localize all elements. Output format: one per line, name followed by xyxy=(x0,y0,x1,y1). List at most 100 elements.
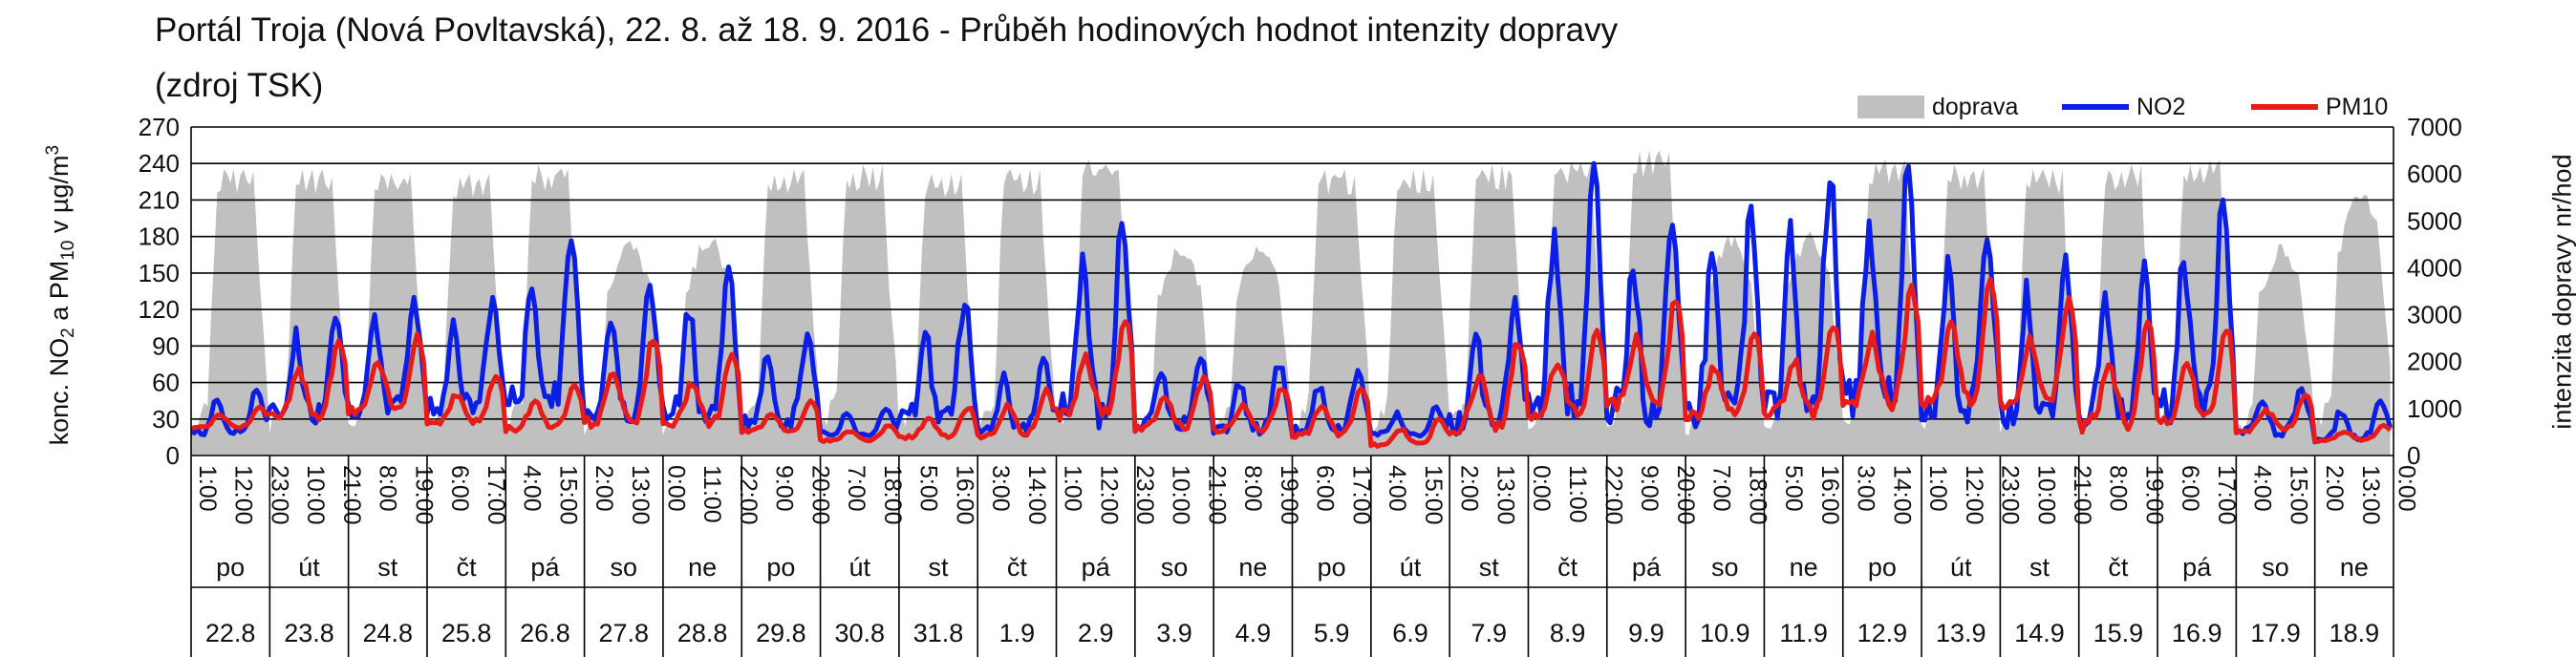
x-tick-label-time: 6:00 xyxy=(1312,465,1339,512)
x-tick-label-time: 7:00 xyxy=(843,465,869,512)
legend-item-traffic: doprava xyxy=(1857,92,2018,122)
date-label: 24.8 xyxy=(363,619,414,647)
y-tick-label-left: 30 xyxy=(152,405,180,434)
y-tick-label-left: 90 xyxy=(152,331,180,360)
x-tick-label-time: 10:00 xyxy=(1168,465,1194,525)
date-label: 5.9 xyxy=(1314,619,1350,647)
legend-item-no2: NO2 xyxy=(2062,92,2185,122)
weekday-label: so xyxy=(2262,553,2289,582)
x-tick-label-time: 8:00 xyxy=(2105,465,2132,512)
legend-swatch-no2 xyxy=(2062,104,2129,110)
date-label: 17.9 xyxy=(2250,619,2301,647)
weekday-label: ne xyxy=(1238,553,1267,582)
x-tick-label-time: 0:00 xyxy=(663,465,690,512)
x-tick-label-time: 8:00 xyxy=(375,465,401,512)
x-tick-label-time: 15:00 xyxy=(2285,465,2311,525)
weekday-label: pá xyxy=(530,553,560,582)
weekday-label: so xyxy=(611,553,638,582)
date-label: 12.9 xyxy=(1857,619,1908,647)
weekday-label: út xyxy=(1400,553,1422,582)
y-tick-label-left: 60 xyxy=(152,369,180,397)
weekday-label: so xyxy=(1711,553,1739,582)
y-tick-label-right: 0 xyxy=(2407,441,2420,470)
chart-subtitle: (zdroj TSK) xyxy=(155,67,324,104)
date-label: 13.9 xyxy=(1936,619,1986,647)
x-tick-label-time: 0:00 xyxy=(2394,465,2420,512)
legend-label-traffic: doprava xyxy=(1932,93,2019,120)
date-label: 23.8 xyxy=(284,619,334,647)
x-tick-label-time: 13:00 xyxy=(2357,465,2384,525)
x-tick-label-time: 11:00 xyxy=(698,465,725,523)
date-label: 30.8 xyxy=(834,619,885,647)
x-tick-label-time: 19:00 xyxy=(410,465,437,525)
date-label: 18.9 xyxy=(2329,619,2380,647)
weekday-label: čt xyxy=(2108,553,2129,582)
date-label: 2.9 xyxy=(1078,619,1114,647)
date-label: 16.9 xyxy=(2172,619,2222,647)
x-tick-label-time: 12:00 xyxy=(1961,465,1987,525)
date-label: 4.9 xyxy=(1235,619,1272,647)
x-tick-label-time: 9:00 xyxy=(1636,465,1663,512)
x-tick-label-time: 5:00 xyxy=(1780,465,1807,512)
weekday-label: st xyxy=(377,553,398,582)
x-tick-label-time: 15:00 xyxy=(554,465,581,525)
date-label: 10.9 xyxy=(1700,619,1750,647)
y-tick-label-left: 150 xyxy=(139,259,180,287)
legend-swatch-pm10 xyxy=(2251,104,2318,110)
weekday-label: pá xyxy=(1082,553,1111,582)
x-tick-label-time: 4:00 xyxy=(519,465,546,512)
legend-swatch-traffic xyxy=(1857,95,1924,118)
x-tick-label-time: 18:00 xyxy=(1744,465,1771,525)
x-tick-label-time: 23:00 xyxy=(267,465,293,525)
x-tick-label-time: 16:00 xyxy=(1816,465,1843,525)
date-label: 15.9 xyxy=(2093,619,2144,647)
x-tick-label-time: 11:00 xyxy=(1564,465,1591,523)
x-tick-label-time: 7:00 xyxy=(1708,465,1735,512)
x-tick-label-time: 23:00 xyxy=(1131,465,1158,525)
weekday-label: út xyxy=(298,553,320,582)
x-tick-label-time: 21:00 xyxy=(2069,465,2095,525)
x-tick-label-time: 12:00 xyxy=(230,465,257,525)
date-label: 1.9 xyxy=(999,619,1036,647)
y-tick-label-right: 5000 xyxy=(2407,206,2462,235)
y-tick-label-left: 210 xyxy=(139,185,180,214)
x-tick-label-time: 17:00 xyxy=(1347,465,1374,525)
x-tick-label-time: 13:00 xyxy=(1492,465,1518,525)
weekday-label: út xyxy=(848,553,870,582)
date-label: 31.8 xyxy=(913,619,964,647)
weekday-label: ne xyxy=(1790,553,1818,582)
x-tick-label-time: 6:00 xyxy=(446,465,473,512)
x-tick-label-time: 21:00 xyxy=(1204,465,1231,525)
weekday-label: st xyxy=(929,553,950,582)
x-tick-label-time: 1:00 xyxy=(194,465,221,512)
weekday-label: pá xyxy=(2182,553,2212,582)
x-tick-label-time: 14:00 xyxy=(1888,465,1915,525)
weekday-label: po xyxy=(1318,553,1346,582)
x-tick-label-time: 19:00 xyxy=(1276,465,1302,525)
x-tick-label-time: 8:00 xyxy=(1239,465,1266,512)
x-tick-label-time: 5:00 xyxy=(915,465,942,512)
date-label: 11.9 xyxy=(1779,619,1828,647)
x-tick-label-time: 14:00 xyxy=(1023,465,1050,525)
x-tick-label-time: 4:00 xyxy=(2249,465,2276,512)
x-tick-label-time: 2:00 xyxy=(1456,465,1483,512)
weekday-label: čt xyxy=(1557,553,1578,582)
date-label: 3.9 xyxy=(1156,619,1192,647)
date-label: 7.9 xyxy=(1471,619,1508,647)
x-tick-label-time: 2:00 xyxy=(2321,465,2348,512)
date-label: 28.8 xyxy=(677,619,728,647)
weekday-label: po xyxy=(766,553,795,582)
y-tick-label-left: 180 xyxy=(139,223,180,251)
date-label: 8.9 xyxy=(1550,619,1586,647)
weekday-label: po xyxy=(1868,553,1897,582)
x-tick-label-time: 3:00 xyxy=(1853,465,1879,512)
x-tick-label-time: 22:00 xyxy=(1600,465,1627,525)
legend-label-pm10: PM10 xyxy=(2326,93,2389,120)
date-label: 27.8 xyxy=(598,619,649,647)
date-label: 9.9 xyxy=(1628,619,1664,647)
weekday-label: pá xyxy=(1632,553,1662,582)
y-tick-label-right: 3000 xyxy=(2407,301,2462,329)
x-tick-label-time: 10:00 xyxy=(2032,465,2059,525)
date-label: 6.9 xyxy=(1392,619,1428,647)
weekday-label: st xyxy=(1479,553,1500,582)
